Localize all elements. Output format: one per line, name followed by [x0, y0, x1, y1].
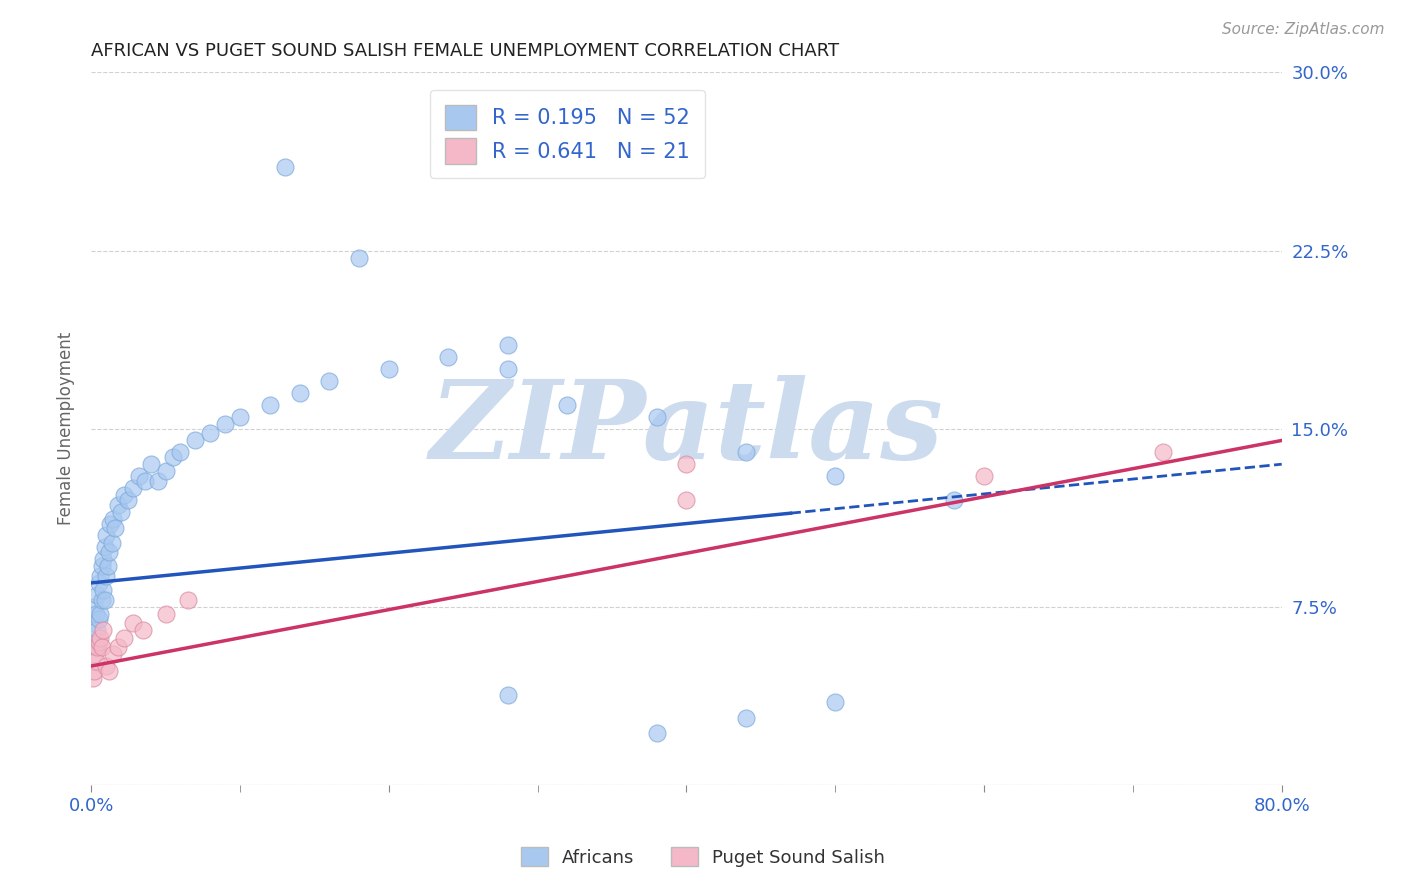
Point	[259, 398, 281, 412]
Point	[645, 725, 668, 739]
Point	[83, 599, 105, 614]
Point	[98, 664, 121, 678]
Point	[84, 607, 107, 621]
Point	[90, 640, 112, 654]
Legend: R = 0.195   N = 52, R = 0.641   N = 21: R = 0.195 N = 52, R = 0.641 N = 21	[430, 90, 704, 178]
Point	[214, 417, 236, 431]
Y-axis label: Female Unemployment: Female Unemployment	[58, 332, 75, 525]
Point	[87, 611, 110, 625]
Point	[112, 488, 135, 502]
Point	[86, 624, 108, 638]
Point	[83, 635, 105, 649]
Point	[94, 569, 117, 583]
Point	[735, 711, 758, 725]
Point	[169, 445, 191, 459]
Point	[83, 647, 105, 661]
Point	[94, 659, 117, 673]
Point	[200, 426, 222, 441]
Point	[87, 576, 110, 591]
Point	[177, 592, 200, 607]
Point	[121, 616, 143, 631]
Point	[89, 631, 111, 645]
Point	[89, 569, 111, 583]
Point	[94, 528, 117, 542]
Point	[735, 445, 758, 459]
Point	[90, 592, 112, 607]
Point	[675, 457, 697, 471]
Point	[347, 251, 370, 265]
Point	[184, 434, 207, 448]
Point	[496, 688, 519, 702]
Point	[93, 541, 115, 555]
Point	[132, 624, 155, 638]
Point	[155, 607, 177, 621]
Point	[107, 498, 129, 512]
Point	[100, 516, 122, 531]
Point	[128, 469, 150, 483]
Point	[83, 664, 105, 678]
Point	[675, 492, 697, 507]
Point	[496, 338, 519, 352]
Point	[318, 374, 340, 388]
Point	[162, 450, 184, 464]
Point	[496, 362, 519, 376]
Point	[82, 616, 104, 631]
Point	[93, 592, 115, 607]
Point	[87, 635, 110, 649]
Point	[84, 640, 107, 654]
Point	[86, 588, 108, 602]
Point	[973, 469, 995, 483]
Point	[134, 474, 156, 488]
Point	[229, 409, 252, 424]
Point	[107, 640, 129, 654]
Point	[103, 647, 125, 661]
Point	[378, 362, 401, 376]
Point	[824, 469, 846, 483]
Point	[104, 521, 127, 535]
Point	[110, 505, 132, 519]
Legend: Africans, Puget Sound Salish: Africans, Puget Sound Salish	[513, 840, 893, 874]
Point	[84, 654, 107, 668]
Point	[139, 457, 162, 471]
Point	[91, 582, 114, 597]
Point	[112, 631, 135, 645]
Point	[557, 398, 579, 412]
Point	[86, 640, 108, 654]
Point	[96, 559, 118, 574]
Point	[90, 559, 112, 574]
Point	[824, 695, 846, 709]
Point	[98, 545, 121, 559]
Point	[121, 481, 143, 495]
Point	[117, 492, 139, 507]
Text: Source: ZipAtlas.com: Source: ZipAtlas.com	[1222, 22, 1385, 37]
Point	[82, 671, 104, 685]
Point	[91, 552, 114, 566]
Point	[437, 351, 460, 365]
Point	[146, 474, 169, 488]
Point	[101, 535, 124, 549]
Text: AFRICAN VS PUGET SOUND SALISH FEMALE UNEMPLOYMENT CORRELATION CHART: AFRICAN VS PUGET SOUND SALISH FEMALE UNE…	[91, 42, 839, 60]
Point	[943, 492, 966, 507]
Point	[103, 512, 125, 526]
Point	[155, 464, 177, 478]
Point	[645, 409, 668, 424]
Point	[91, 624, 114, 638]
Point	[288, 386, 311, 401]
Point	[273, 161, 295, 175]
Text: ZIPatlas: ZIPatlas	[429, 375, 943, 483]
Point	[89, 607, 111, 621]
Point	[1152, 445, 1174, 459]
